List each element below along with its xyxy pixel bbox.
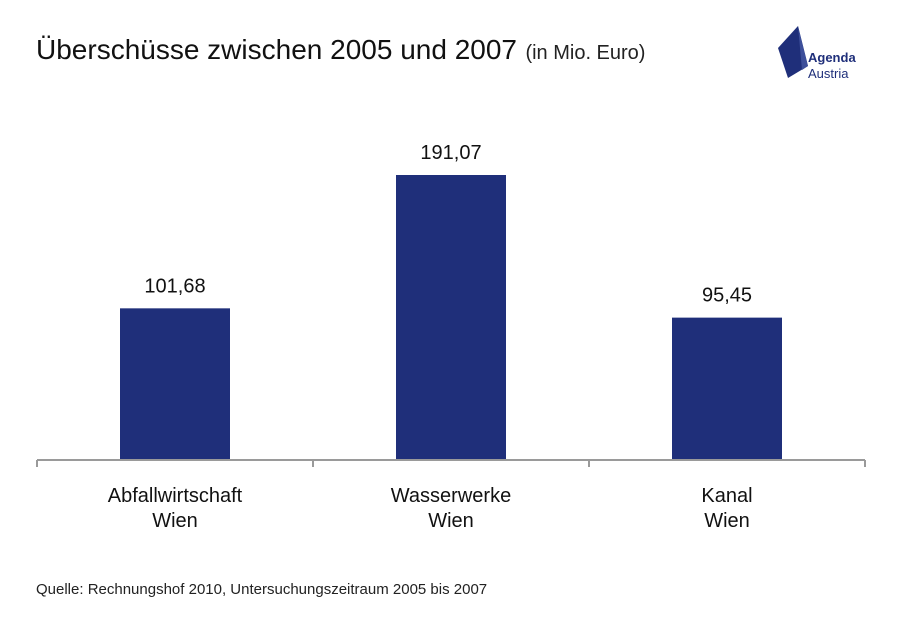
x-tick-label: Abfallwirtschaft: [108, 485, 243, 507]
source-note: Quelle: Rechnungshof 2010, Untersuchungs…: [36, 581, 488, 598]
chart-title-block: Überschüsse zwischen 2005 und 2007 (in M…: [36, 34, 645, 66]
bar-chart: 101,68 Abfallwirtschaft Wien 191,07 Wasserwe…: [36, 142, 866, 532]
chart-title: Überschüsse zwischen 2005 und 2007: [36, 34, 517, 65]
logo-text-agenda: Agenda: [808, 50, 856, 65]
bar: [120, 308, 230, 460]
x-tick-label: Wien: [428, 510, 474, 532]
x-tick-label: Wasserwerke: [391, 485, 511, 507]
logo-mark-icon: [778, 26, 808, 78]
bar: [672, 317, 782, 460]
logo-text-austria: Austria: [808, 66, 849, 81]
data-label: 101,68: [144, 275, 205, 297]
chart-subtitle: (in Mio. Euro): [525, 42, 646, 64]
agenda-austria-logo: Agenda Austria: [776, 26, 876, 82]
bar: [396, 175, 506, 460]
data-label: 95,45: [702, 285, 752, 307]
labels-group: 101,68 Abfallwirtschaft Wien 191,07 Wasserwe…: [108, 142, 753, 532]
bars-group: [120, 175, 782, 460]
x-tick-label: Wien: [152, 510, 198, 532]
data-label: 191,07: [420, 142, 481, 164]
x-axis: [36, 459, 866, 467]
x-tick-label: Wien: [704, 510, 750, 532]
x-tick-label: Kanal: [701, 485, 752, 507]
